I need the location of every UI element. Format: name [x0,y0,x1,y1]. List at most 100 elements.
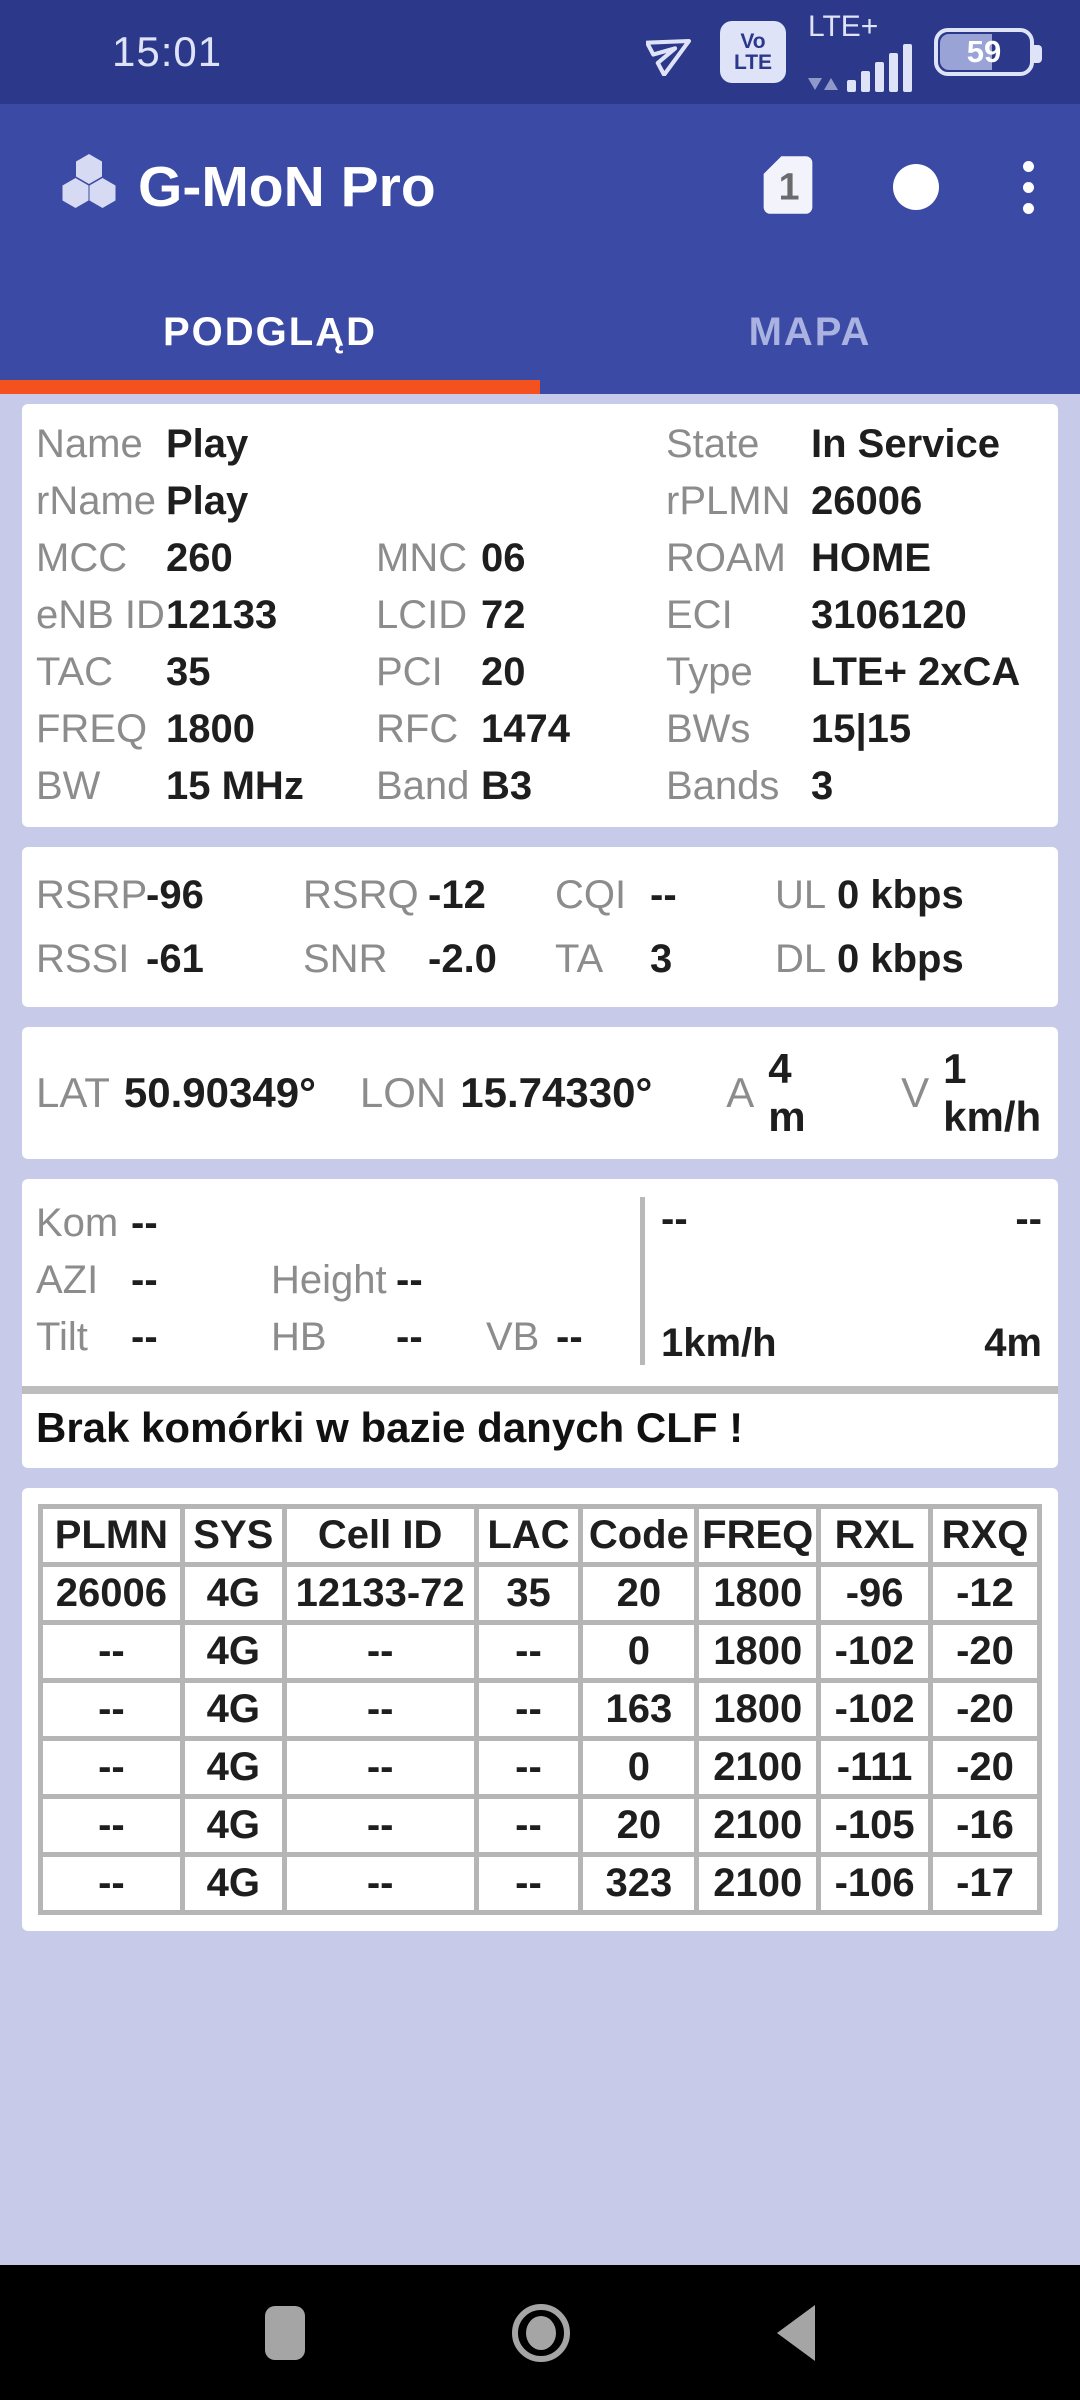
neighbor-table: PLMN SYS Cell ID LAC Code FREQ RXL RXQ 26006 4G 1… [38,1504,1042,1915]
table-header-cell: FREQ [694,1504,822,1567]
table-row: -- 4G -- -- 163 1800 -102 -20 [38,1678,1042,1741]
metric-value: -12 [428,873,486,917]
info-value: 15|15 [811,707,912,751]
info-label: ECI [666,593,733,637]
table-row: -- 4G -- -- 20 2100 -105 -16 [38,1794,1042,1857]
info-value: In Service [811,422,1001,466]
metric-label: TA [555,937,604,981]
table-cell: 2100 [694,1736,822,1799]
vb-label: VB [486,1315,540,1359]
table-cell: -105 [816,1794,934,1857]
table-header-cell: RXQ [928,1504,1042,1567]
info-value: Play [166,422,249,466]
table-cell: 20 [578,1562,700,1625]
height-value: -- [396,1258,423,1302]
table-cell: -- [281,1620,479,1683]
table-cell: -17 [928,1852,1042,1915]
info-value: 15 MHz [166,764,304,808]
table-cell: 1800 [694,1678,822,1741]
table-cell: -- [281,1852,479,1915]
hb-label: HB [271,1315,327,1359]
status-icons: Vo LTE LTE+ 59 [644,12,1044,92]
tilt-value: -- [131,1315,158,1359]
graph-speed-label: 1km/h [661,1321,777,1365]
signal-grid: RSRP -96 RSRQ -12 CQI -- UL 0 kbps RSSI -61 SNR -2.… [22,847,1058,1007]
divider [22,1386,1058,1394]
status-bar: 15:01 Vo LTE LTE+ 59 [0,0,1080,104]
table-cell: -- [38,1678,185,1741]
info-value: 12133 [166,593,278,637]
home-button-icon[interactable] [512,2303,570,2362]
table-cell: 4G [179,1736,287,1799]
info-value [481,416,666,473]
table-cell: -102 [816,1678,934,1741]
speed-value: 1 km/h [943,1045,1042,1140]
neighbor-table-panel: PLMN SYS Cell ID LAC Code FREQ RXL RXQ 26006 4G 1… [22,1488,1058,1931]
info-label: LCID [376,593,468,637]
clf-panel: Kom -- AZI -- Height -- Tilt -- HB -- VB… [22,1179,1058,1468]
table-cell: 12133-72 [281,1562,479,1625]
speed-altitude-graph: -- -- 1km/h 4m [640,1197,1042,1365]
table-cell: 4G [179,1620,287,1683]
info-label: RFC [376,707,459,751]
table-cell: 4G [179,1562,287,1625]
graph-top-left: -- [661,1197,688,1241]
app-logo-icon [56,152,122,223]
metric-value: 0 kbps [837,873,964,917]
clf-grid: Kom -- AZI -- Height -- Tilt -- HB -- VB… [22,1179,662,1374]
volte-line1: Vo [740,30,766,53]
metric-label: RSRP [36,873,148,917]
table-row: -- 4G -- -- 0 2100 -111 -20 [38,1736,1042,1799]
table-cell: -106 [816,1852,934,1915]
location-panel: LAT 50.90349° LON 15.74330° A 4 m V 1 km… [22,1027,1058,1159]
vb-value: -- [556,1315,583,1359]
signal-strength-icon: LTE+ [808,12,912,92]
clock: 15:01 [112,28,223,75]
info-label: rPLMN [666,479,791,523]
table-cell: -20 [928,1678,1042,1741]
signal-panel: RSRP -96 RSRQ -12 CQI -- UL 0 kbps RSSI -61 SNR -2.… [22,847,1058,1007]
info-label: Bands [666,764,780,808]
info-label: Band [376,764,470,808]
table-cell: 0 [578,1736,700,1799]
info-value: 72 [481,593,526,637]
table-header-cell: LAC [473,1504,584,1567]
table-header-cell: Code [578,1504,700,1567]
tab-mapa[interactable]: MAPA [748,309,872,354]
hb-value: -- [396,1315,423,1359]
svg-text:1: 1 [779,165,800,207]
table-header-cell: RXL [816,1504,934,1567]
table-cell: 4G [179,1852,287,1915]
lon-label: LON [359,1069,447,1116]
table-cell: 20 [578,1794,700,1857]
tab-bar: PODGLĄD MAPA [0,270,1080,394]
table-cell: -- [473,1620,584,1683]
info-label [376,473,481,530]
info-label: ROAM [666,536,786,580]
location-arrow-icon [644,24,698,81]
table-cell: 2100 [694,1852,822,1915]
recents-button-icon[interactable] [265,2305,305,2360]
info-value: HOME [811,536,931,580]
metric-label: DL [775,937,827,981]
table-cell: -102 [816,1620,934,1683]
metric-value: -61 [146,937,204,981]
back-button-icon[interactable] [777,2304,815,2361]
table-cell: 2100 [694,1794,822,1857]
info-value: 3106120 [811,593,967,637]
overflow-menu-icon[interactable] [1017,155,1040,220]
table-cell: 4G [179,1678,287,1741]
sim-card-icon[interactable]: 1 [761,154,815,221]
record-button[interactable] [893,164,939,210]
signal-bars [808,44,912,92]
info-label: eNB ID [36,593,165,637]
metric-label: CQI [555,873,627,917]
info-value: Play [166,479,249,523]
info-label: rName [36,479,157,523]
altitude-value: 4 m [768,1045,806,1140]
table-cell: 26006 [38,1562,185,1625]
tab-podglad[interactable]: PODGLĄD [163,309,377,354]
table-cell: -96 [816,1562,934,1625]
azi-label: AZI [36,1258,99,1302]
neighbor-table-body: 26006 4G 12133-72 35 20 1800 -96 -12 -- 4G -- -- 0 18… [38,1562,1042,1915]
